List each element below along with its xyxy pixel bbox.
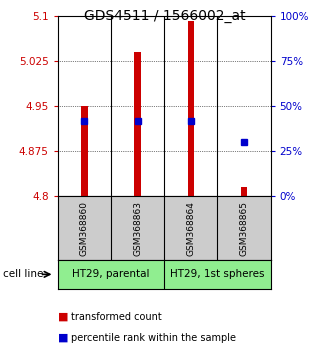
Text: GSM368865: GSM368865 <box>240 201 248 256</box>
Bar <box>187 21 194 196</box>
Text: HT29, 1st spheres: HT29, 1st spheres <box>170 269 265 279</box>
Bar <box>134 52 141 196</box>
Text: transformed count: transformed count <box>71 312 162 322</box>
Text: HT29, parental: HT29, parental <box>72 269 150 279</box>
Bar <box>81 106 87 196</box>
Text: GSM368860: GSM368860 <box>80 201 89 256</box>
Text: cell line: cell line <box>3 269 44 279</box>
Text: GSM368864: GSM368864 <box>186 201 195 256</box>
Text: percentile rank within the sample: percentile rank within the sample <box>71 333 236 343</box>
Text: GDS4511 / 1566002_at: GDS4511 / 1566002_at <box>84 9 246 23</box>
Text: ■: ■ <box>58 312 68 322</box>
Text: ■: ■ <box>58 333 68 343</box>
Bar <box>241 187 247 196</box>
Text: GSM368863: GSM368863 <box>133 201 142 256</box>
